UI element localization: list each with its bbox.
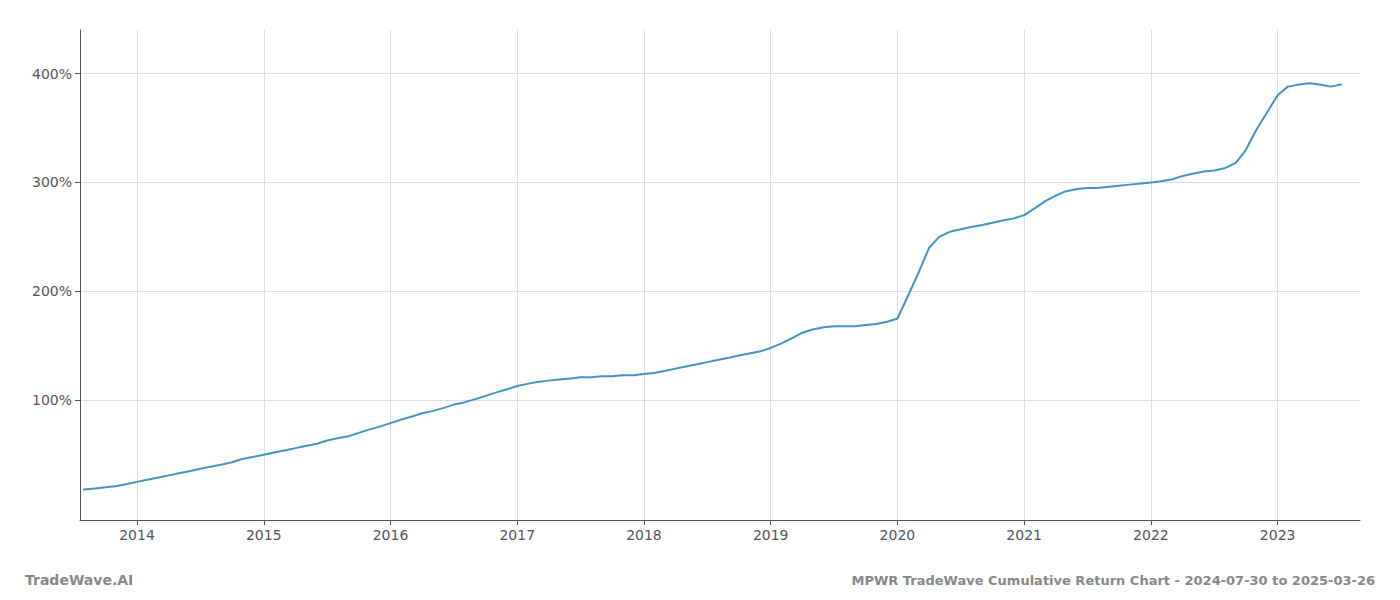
svg-text:100%: 100% [32, 392, 72, 408]
svg-text:MPWR TradeWave Cumulative Retu: MPWR TradeWave Cumulative Return Chart -… [852, 573, 1376, 588]
svg-text:2017: 2017 [499, 527, 535, 543]
svg-text:2019: 2019 [753, 527, 789, 543]
svg-text:2015: 2015 [246, 527, 282, 543]
svg-text:2021: 2021 [1006, 527, 1042, 543]
svg-text:2016: 2016 [373, 527, 409, 543]
svg-text:2020: 2020 [880, 527, 916, 543]
svg-text:2023: 2023 [1260, 527, 1296, 543]
svg-text:2014: 2014 [119, 527, 155, 543]
svg-text:2022: 2022 [1133, 527, 1169, 543]
svg-text:2018: 2018 [626, 527, 662, 543]
svg-text:TradeWave.AI: TradeWave.AI [25, 572, 133, 588]
svg-text:400%: 400% [32, 66, 72, 82]
svg-text:200%: 200% [32, 283, 72, 299]
svg-text:300%: 300% [32, 174, 72, 190]
